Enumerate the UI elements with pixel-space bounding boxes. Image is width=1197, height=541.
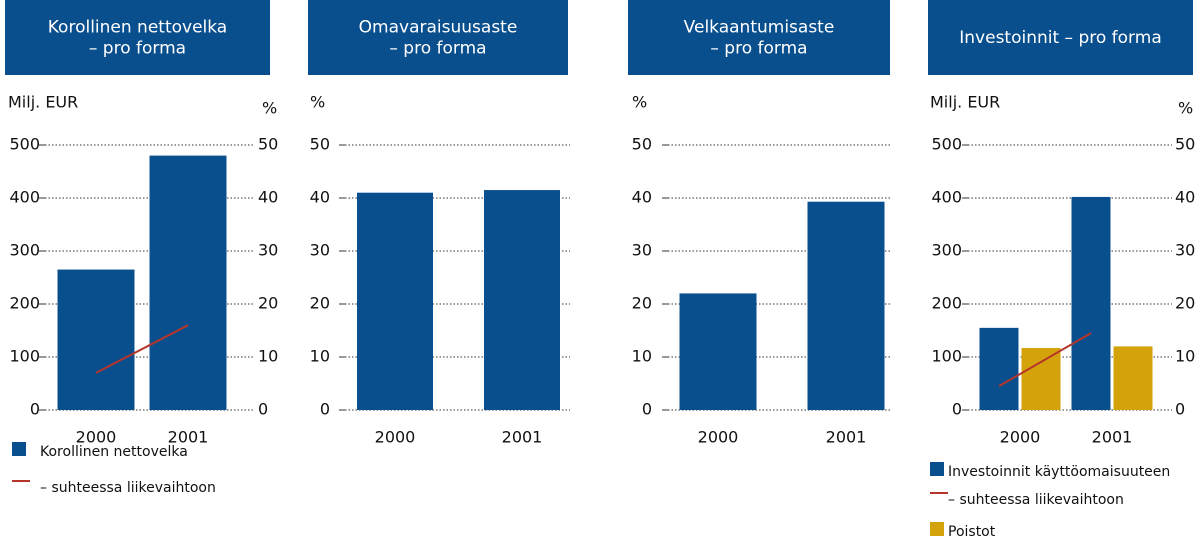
title-box (928, 0, 1193, 75)
y-tick-label: 500 (931, 135, 962, 154)
y-tick-label: 10 (310, 347, 330, 366)
chart-title: Velkaantumisaste (684, 18, 835, 38)
x-tick-label: 2000 (698, 428, 739, 447)
y2-tick-label: 50 (258, 135, 278, 154)
bar (149, 155, 227, 410)
y-axis-label: % (310, 93, 325, 112)
y-tick-label: 50 (632, 135, 652, 154)
y-tick-label: 0 (320, 400, 330, 419)
y-tick-label: 20 (310, 294, 330, 313)
y2-axis-label: % (1178, 99, 1193, 118)
bar (1071, 196, 1111, 410)
y-tick-label: 10 (632, 347, 652, 366)
chart-title: – pro forma (89, 39, 186, 59)
x-tick-label: 2000 (375, 428, 416, 447)
y-tick-label: 20 (632, 294, 652, 313)
y2-tick-label: 50 (1175, 135, 1195, 154)
legend-swatch (930, 462, 944, 476)
bar (357, 192, 433, 410)
x-tick-label: 2000 (1000, 428, 1041, 447)
y-tick-label: 100 (931, 347, 962, 366)
chart-title: Omavaraisuusaste (359, 18, 518, 38)
y-tick-label: 50 (310, 135, 330, 154)
y2-axis-label: % (262, 99, 277, 118)
bar (679, 293, 757, 410)
line (998, 332, 1092, 388)
bar (1113, 346, 1153, 410)
y-tick-label: 300 (931, 241, 962, 260)
chart-title: – pro forma (389, 39, 486, 59)
legend-label: – suhteessa liikevaihtoon (40, 480, 216, 496)
y2-tick-label: 30 (1175, 241, 1195, 260)
x-tick-label: 2000 (76, 428, 117, 447)
y-tick-label: 0 (952, 400, 962, 419)
y-axis-label: % (632, 93, 647, 112)
y2-tick-label: 20 (258, 294, 278, 313)
y-tick-label: 40 (632, 188, 652, 207)
y-tick-label: 400 (931, 188, 962, 207)
y2-tick-label: 10 (1175, 347, 1195, 366)
y-tick-label: 0 (642, 400, 652, 419)
y2-tick-label: 0 (1175, 400, 1185, 419)
legend-swatch (930, 522, 944, 536)
y-tick-label: 500 (9, 135, 40, 154)
y-tick-label: 200 (9, 294, 40, 313)
title-box (5, 0, 270, 75)
y2-tick-label: 20 (1175, 294, 1195, 313)
chart-title: – pro forma (710, 39, 807, 59)
bar (484, 190, 560, 410)
x-tick-label: 2001 (502, 428, 543, 447)
chart-title: Korollinen nettovelka (48, 18, 227, 38)
line (95, 324, 189, 374)
x-tick-label: 2001 (1092, 428, 1133, 447)
y-tick-label: 400 (9, 188, 40, 207)
y2-tick-label: 40 (1175, 188, 1195, 207)
bar (979, 327, 1019, 410)
bar (1021, 347, 1061, 410)
bar (57, 269, 135, 410)
y-tick-label: 100 (9, 347, 40, 366)
x-tick-label: 2001 (168, 428, 209, 447)
title-box (628, 0, 890, 75)
y-tick-label: 30 (632, 241, 652, 260)
y-tick-label: 200 (931, 294, 962, 313)
legend-label: – suhteessa liikevaihtoon (948, 492, 1124, 508)
legend-label: Korollinen nettovelka (40, 444, 188, 460)
y2-tick-label: 30 (258, 241, 278, 260)
y-axis-label: Milj. EUR (930, 93, 1000, 112)
x-tick-label: 2001 (826, 428, 867, 447)
y2-tick-label: 40 (258, 188, 278, 207)
chart-title: Investoinnit – pro forma (959, 28, 1161, 48)
legend-swatch (12, 442, 26, 456)
y-tick-label: 30 (310, 241, 330, 260)
title-box (308, 0, 568, 75)
bar (807, 201, 885, 410)
y-tick-label: 0 (30, 400, 40, 419)
legend-label: Poistot (948, 524, 996, 540)
y2-tick-label: 0 (258, 400, 268, 419)
y2-tick-label: 10 (258, 347, 278, 366)
legend-label: Investoinnit käyttöomaisuuteen (948, 464, 1170, 480)
y-tick-label: 300 (9, 241, 40, 260)
y-axis-label: Milj. EUR (8, 93, 78, 112)
y-tick-label: 40 (310, 188, 330, 207)
